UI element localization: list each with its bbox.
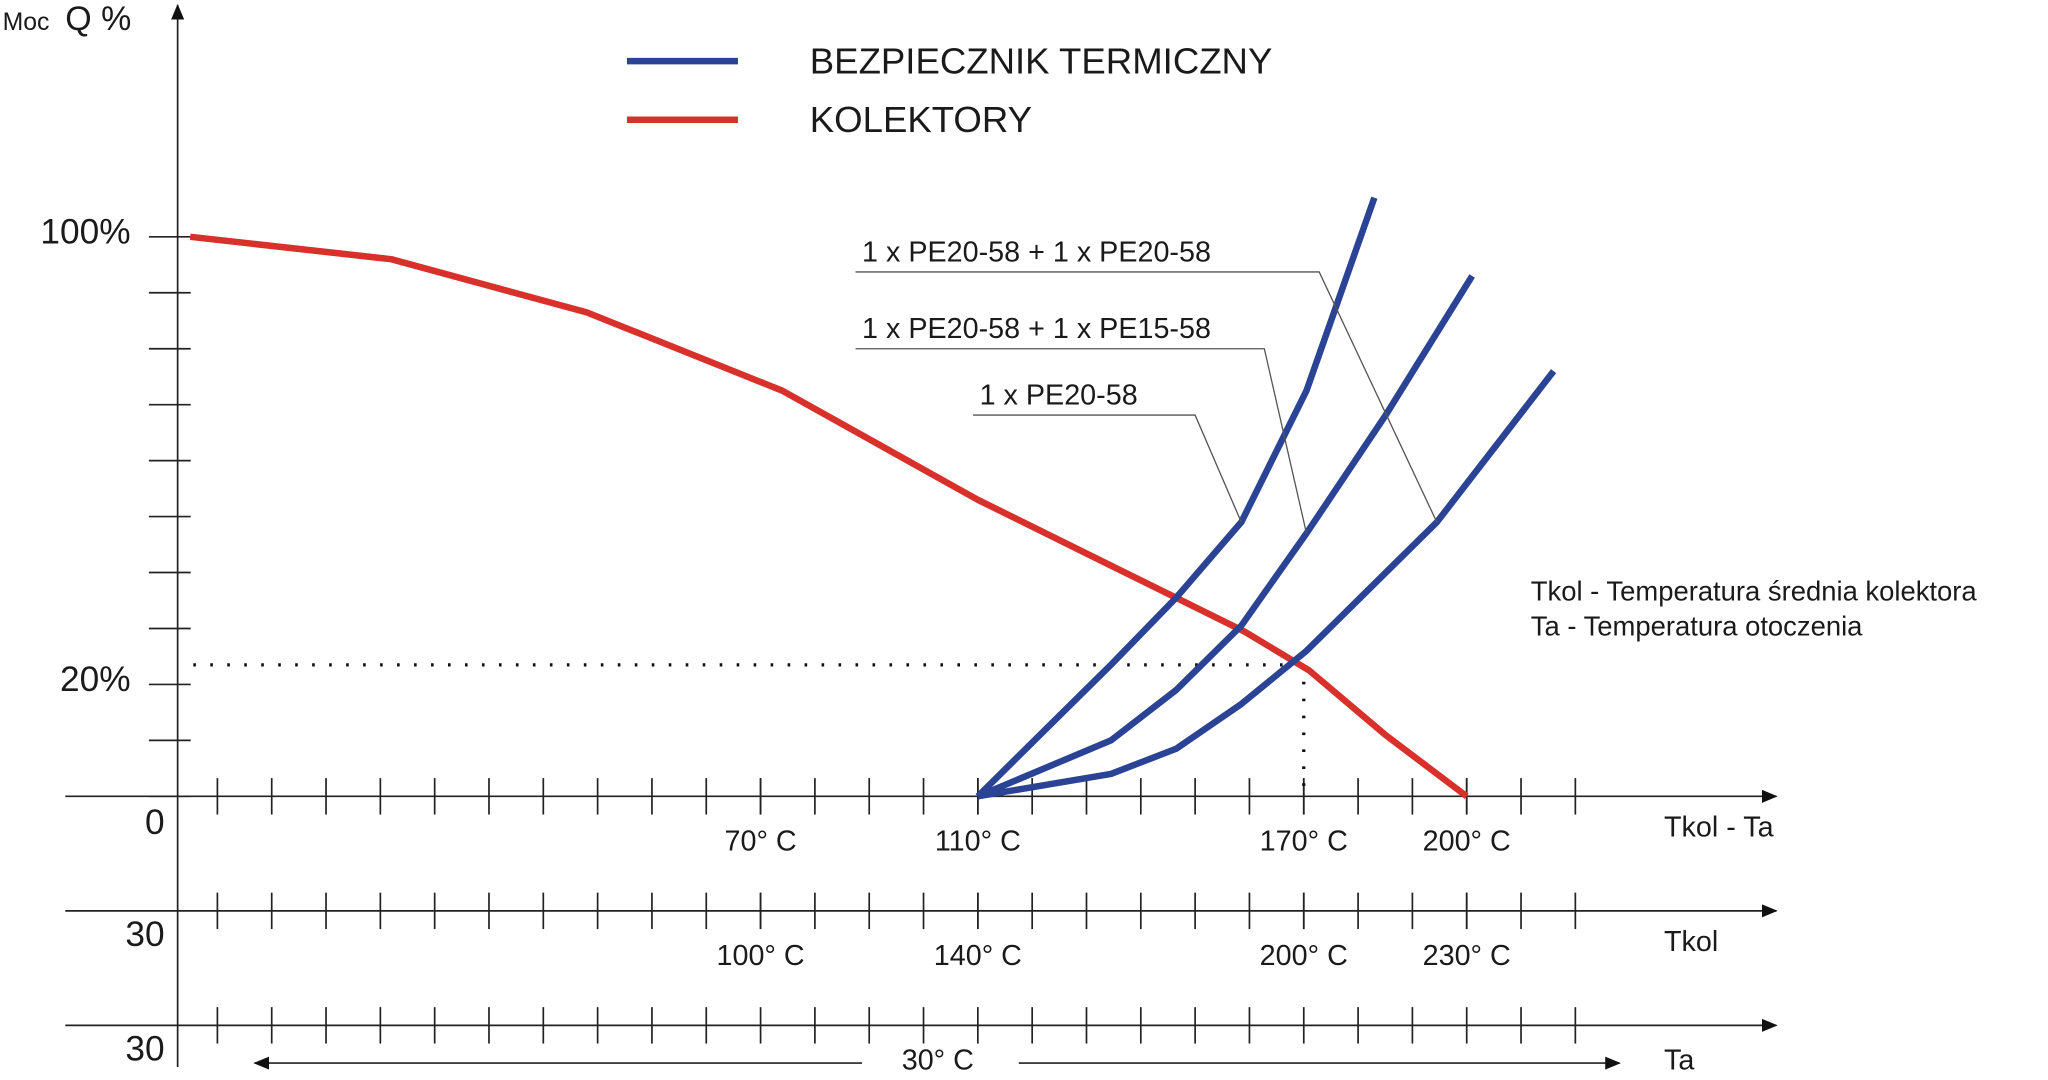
x-tick-label: 70° C [724, 826, 796, 858]
x-tick-label: 100° C [717, 940, 805, 972]
x-axis-title: Tkol [1664, 926, 1718, 958]
legend-label: KOLEKTORY [810, 99, 1032, 140]
axis-start-label: 30 [125, 915, 164, 954]
note: Ta - Temperatura otoczenia [1531, 611, 1863, 642]
y-label: Q % [65, 0, 131, 38]
series-line [975, 196, 1378, 799]
leader-line [855, 271, 1438, 523]
note: Tkol - Temperatura średnia kolektora [1531, 576, 1978, 607]
y-tick-label: 100% [40, 213, 130, 252]
legend-label: BEZPIECZNIK TERMICZNY [810, 40, 1273, 81]
y-tick-label: 20% [60, 660, 131, 699]
curve-label: 1 x PE20-58 + 1 x PE20-58 [862, 236, 1211, 268]
x-axis-title: Tkol - Ta [1664, 811, 1774, 843]
leader-line [973, 414, 1242, 523]
x-tick-label: 200° C [1260, 940, 1348, 972]
range-label: 30° C [902, 1044, 974, 1076]
x-axis-title: Ta [1664, 1044, 1694, 1076]
curve-label: 1 x PE20-58 [980, 379, 1138, 411]
series-line [976, 274, 1475, 800]
y-tick-label: 0 [145, 803, 165, 842]
curve-label: 1 x PE20-58 + 1 x PE15-58 [862, 313, 1211, 345]
leader-line [855, 348, 1308, 534]
series-line [189, 233, 1469, 799]
axis-start-label: 30 [125, 1030, 164, 1069]
series-line [977, 369, 1557, 800]
x-tick-label: 110° C [935, 826, 1021, 858]
x-tick-label: 170° C [1260, 826, 1348, 858]
x-tick-label: 230° C [1423, 940, 1511, 972]
y-label-prefix: Moc [3, 9, 50, 36]
x-tick-label: 200° C [1423, 826, 1511, 858]
x-tick-label: 140° C [934, 940, 1022, 972]
